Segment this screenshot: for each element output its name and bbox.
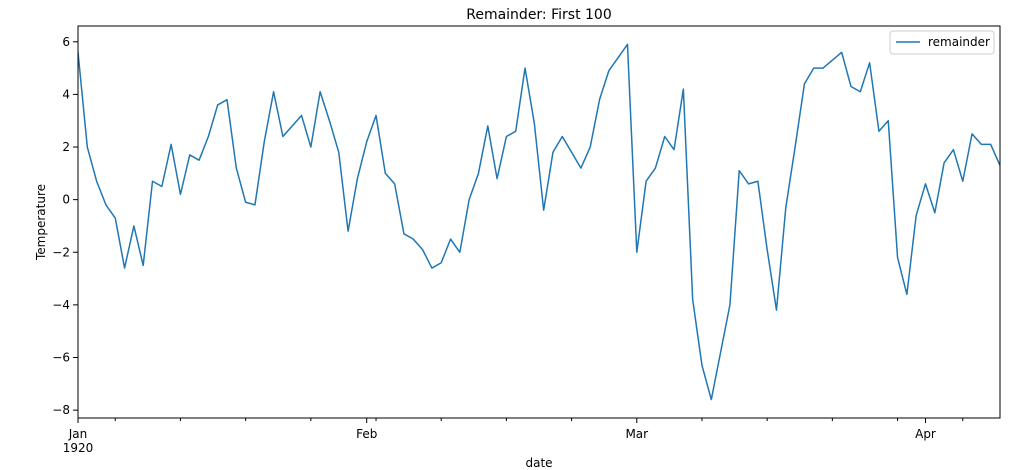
- plot-frame: [77, 25, 1001, 419]
- x-tick-sublabel: 1920: [63, 441, 94, 455]
- x-tick-label: Mar: [625, 427, 648, 441]
- plot-area: [78, 43, 1000, 401]
- y-axis-label: Temperature: [34, 184, 48, 261]
- legend: remainder: [889, 30, 995, 55]
- x-tick-label: Apr: [915, 427, 936, 441]
- y-tick-label: 4: [62, 87, 70, 101]
- y-tick-label: 0: [62, 193, 70, 207]
- y-axis: −8 −6 −4 −2 0 2 4 6: [52, 35, 78, 417]
- x-tick-label: Jan: [68, 427, 88, 441]
- x-axis-label: date: [525, 456, 552, 470]
- y-tick-label: −2: [52, 245, 70, 259]
- y-tick-label: 2: [62, 140, 70, 154]
- y-tick-label: 6: [62, 35, 70, 49]
- legend-box: [889, 30, 995, 55]
- series-line-remainder: [78, 43, 1000, 401]
- legend-label-remainder: remainder: [928, 35, 990, 49]
- y-tick-label: −6: [52, 350, 70, 364]
- chart-title: Remainder: First 100: [466, 7, 612, 23]
- x-tick-label: Feb: [356, 427, 377, 441]
- y-tick-label: −4: [52, 298, 70, 312]
- y-tick-label: −8: [52, 403, 70, 417]
